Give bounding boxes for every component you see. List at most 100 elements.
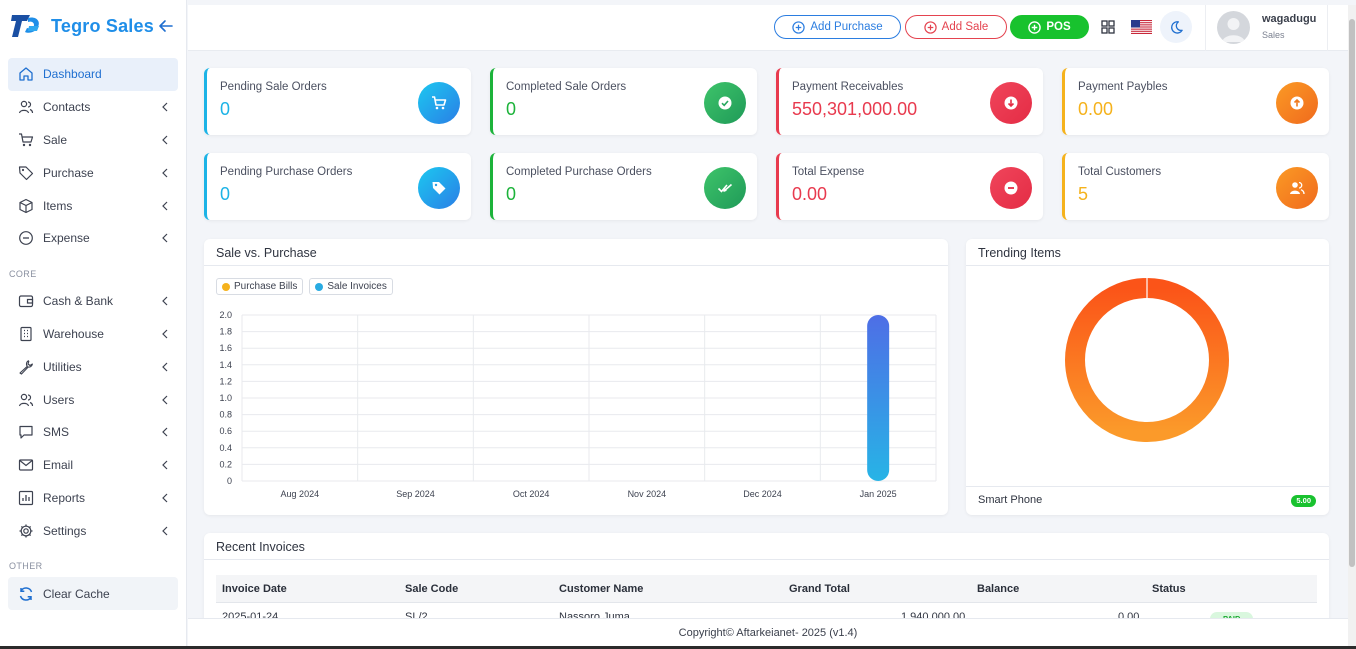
- home-icon: [19, 67, 33, 82]
- mail-icon: [18, 459, 34, 471]
- sidebar-item-label: SMS: [43, 425, 70, 440]
- user-menu[interactable]: wagadugu Sales: [1205, 5, 1328, 51]
- arrow-down-circle-icon: [1004, 96, 1018, 110]
- column-header[interactable]: Sale Code: [405, 583, 459, 595]
- trending-item-row: Smart Phone 5.00: [966, 486, 1329, 515]
- message-icon: [19, 426, 33, 439]
- sidebar-item-label: Email: [43, 458, 74, 473]
- cart-icon: [432, 96, 447, 110]
- column-header[interactable]: Balance: [977, 583, 1020, 595]
- sidebar-item-clear-cache[interactable]: Clear Cache: [8, 577, 178, 610]
- card-total-expense[interactable]: Total Expense 0.00: [776, 153, 1043, 220]
- sidebar-item-label: Cash & Bank: [43, 294, 114, 309]
- page-scrollbar[interactable]: [1348, 5, 1356, 649]
- pos-button[interactable]: POS: [1010, 15, 1089, 39]
- column-header[interactable]: Customer Name: [559, 583, 644, 595]
- scrollbar-thumb[interactable]: [1349, 19, 1355, 567]
- panel-title: Trending Items: [966, 239, 1329, 266]
- sidebar-item-email[interactable]: Email: [8, 449, 178, 482]
- column-header[interactable]: Invoice Date: [222, 583, 287, 595]
- donut-ring[interactable]: [1065, 278, 1229, 442]
- us-flag-icon[interactable]: [1130, 17, 1152, 37]
- double-check-icon: [717, 183, 733, 193]
- sidebar-item-utilities[interactable]: Utilities: [8, 350, 178, 383]
- card-payment-receivables[interactable]: Payment Receivables 550,301,000.00: [776, 68, 1043, 135]
- sidebar-item-purchase[interactable]: Purchase: [8, 156, 178, 189]
- users-icon: [1290, 181, 1305, 195]
- chevron-left-icon: [162, 102, 168, 112]
- wallet-icon: [18, 295, 34, 308]
- sidebar-item-items[interactable]: Items: [8, 189, 178, 222]
- brand-logo-icon[interactable]: [10, 12, 42, 40]
- minus-circle-icon: [19, 231, 33, 246]
- column-header[interactable]: Status: [1152, 583, 1186, 595]
- add-purchase-button[interactable]: Add Purchase: [774, 15, 901, 39]
- card-total-customers[interactable]: Total Customers 5: [1062, 153, 1329, 220]
- add-sale-button[interactable]: Add Sale: [905, 15, 1007, 39]
- column-header[interactable]: Grand Total: [789, 583, 850, 595]
- sidebar-item-label: Reports: [43, 490, 86, 505]
- y-tick-label: 0.8: [219, 410, 232, 420]
- sidebar-item-contacts[interactable]: Contacts: [8, 91, 178, 124]
- y-tick-label: 0.4: [219, 443, 232, 453]
- chevron-left-icon: [162, 493, 168, 503]
- x-tick-label: Oct 2024: [513, 489, 550, 499]
- sidebar-item-reports[interactable]: Reports: [8, 482, 178, 515]
- arrow-up-circle-icon: [1290, 96, 1304, 110]
- chevron-left-icon: [162, 201, 168, 211]
- sidebar-item-users[interactable]: Users: [8, 383, 178, 416]
- card-value: 0: [506, 184, 517, 204]
- avatar[interactable]: [1217, 11, 1250, 44]
- pos-label: POS: [1046, 21, 1071, 33]
- sidebar-item-label: Settings: [43, 523, 87, 538]
- y-tick-label: 1.6: [219, 343, 232, 353]
- trending-items-panel: Trending Items Smart Phone 5.00: [966, 239, 1329, 515]
- add-purchase-label: Add Purchase: [810, 21, 883, 33]
- y-tick-label: 0.6: [219, 426, 232, 436]
- x-tick-label: Aug 2024: [281, 489, 320, 499]
- sidebar-item-expense[interactable]: Expense: [8, 222, 178, 255]
- card-title: Total Expense: [792, 166, 865, 178]
- user-role: Sales: [1262, 30, 1285, 40]
- add-sale-label: Add Sale: [941, 21, 989, 33]
- y-tick-label: 1.4: [219, 360, 232, 370]
- y-tick-label: 0: [227, 476, 232, 486]
- card-icon-circle: [990, 82, 1032, 124]
- legend-label: Purchase Bills: [234, 281, 298, 292]
- legend-item-sale-invoices[interactable]: Sale Invoices: [309, 278, 393, 295]
- y-tick-label: 1.8: [219, 327, 232, 337]
- chart-icon: [18, 490, 34, 506]
- user-name: wagadugu: [1262, 13, 1317, 25]
- arrow-left-icon[interactable]: [158, 18, 174, 34]
- dark-mode-toggle[interactable]: [1160, 11, 1192, 43]
- card-value: 550,301,000.00: [792, 99, 918, 119]
- sidebar-item-settings[interactable]: Settings: [8, 514, 178, 547]
- sidebar-item-label: Items: [43, 198, 73, 213]
- sidebar-item-label: Contacts: [43, 100, 91, 115]
- card-completed-purchase-orders[interactable]: Completed Purchase Orders 0: [490, 153, 757, 220]
- topbar: Add Purchase Add Sale POS wagadugu Sales: [188, 5, 1348, 51]
- card-pending-purchase-orders[interactable]: Pending Purchase Orders 0: [204, 153, 471, 220]
- bar-sale-invoices[interactable]: [867, 315, 890, 481]
- card-pending-sale-orders[interactable]: Pending Sale Orders 0: [204, 68, 471, 135]
- section-label-other: OTHER: [9, 561, 43, 572]
- section-label-core: CORE: [9, 268, 37, 279]
- legend-label: Sale Invoices: [327, 281, 387, 292]
- gear-icon: [19, 524, 33, 538]
- sidebar-item-warehouse[interactable]: Warehouse: [8, 318, 178, 351]
- sidebar-item-sms[interactable]: SMS: [8, 416, 178, 449]
- wrench-icon: [19, 360, 33, 375]
- sidebar-item-label: Clear Cache: [43, 586, 110, 601]
- card-title: Payment Paybles: [1078, 81, 1168, 93]
- card-completed-sale-orders[interactable]: Completed Sale Orders 0: [490, 68, 757, 135]
- sidebar-item-dashboard[interactable]: Dashboard: [8, 58, 178, 91]
- card-title: Pending Purchase Orders: [220, 166, 353, 178]
- card-title: Completed Sale Orders: [506, 81, 627, 93]
- card-payment-paybles[interactable]: Payment Paybles 0.00: [1062, 68, 1329, 135]
- apps-grid-icon[interactable]: [1098, 17, 1118, 37]
- card-value: 0: [220, 99, 231, 119]
- sidebar-item-cash-bank[interactable]: Cash & Bank: [8, 285, 178, 318]
- legend-item-purchase-bills[interactable]: Purchase Bills: [216, 278, 304, 295]
- brand-name[interactable]: Tegro Sales: [51, 15, 154, 36]
- sidebar-item-sale[interactable]: Sale: [8, 124, 178, 157]
